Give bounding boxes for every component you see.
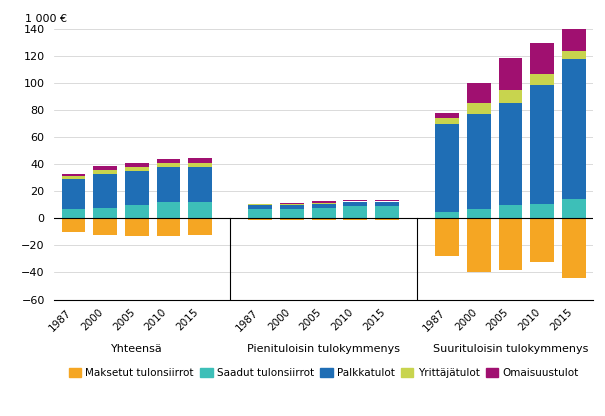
Bar (249, 203, 272, 204)
Bar (280, 209, 304, 218)
Bar (312, 203, 336, 208)
Bar (188, 218, 212, 235)
Bar (562, 59, 586, 199)
Bar (436, 113, 459, 118)
Bar (312, 208, 336, 218)
Bar (157, 159, 180, 163)
Bar (436, 118, 459, 124)
Bar (249, 205, 272, 209)
Bar (280, 203, 304, 204)
Bar (499, 218, 523, 270)
Bar (93, 218, 117, 235)
Bar (531, 42, 554, 74)
Bar (375, 202, 399, 206)
Bar (499, 104, 523, 205)
Text: Pienituloisin tulokymmenys: Pienituloisin tulokymmenys (247, 344, 400, 354)
Bar (280, 218, 304, 220)
Bar (312, 218, 336, 220)
Bar (188, 158, 212, 163)
Bar (93, 166, 117, 170)
Bar (562, 51, 586, 59)
Bar (62, 176, 85, 179)
Bar (499, 90, 523, 104)
Bar (344, 202, 367, 206)
Bar (531, 84, 554, 203)
Bar (375, 201, 399, 202)
Bar (188, 163, 212, 167)
Legend: Maksetut tulonsiirrot, Saadut tulonsiirrot, Palkkatulot, Yrittäjätulot, Omaisuus: Maksetut tulonsiirrot, Saadut tulonsiirr… (65, 364, 583, 383)
Bar (344, 218, 367, 220)
Bar (499, 205, 523, 218)
Text: Suurituloisin tulokymmenys: Suurituloisin tulokymmenys (433, 344, 588, 354)
Bar (157, 167, 180, 202)
Bar (467, 218, 491, 272)
Bar (467, 209, 491, 218)
Bar (344, 200, 367, 201)
Bar (436, 124, 459, 212)
Bar (157, 202, 180, 218)
Bar (436, 212, 459, 218)
Bar (125, 171, 149, 205)
Bar (125, 163, 149, 167)
Bar (436, 218, 459, 256)
Bar (125, 167, 149, 171)
Bar (375, 218, 399, 220)
Text: Yhteensä: Yhteensä (111, 344, 163, 354)
Bar (157, 163, 180, 167)
Bar (93, 208, 117, 218)
Bar (467, 104, 491, 114)
Bar (249, 204, 272, 205)
Bar (249, 218, 272, 220)
Bar (62, 179, 85, 209)
Bar (93, 174, 117, 208)
Bar (562, 26, 586, 51)
Bar (531, 74, 554, 84)
Bar (312, 201, 336, 203)
Bar (188, 202, 212, 218)
Bar (499, 57, 523, 90)
Bar (157, 218, 180, 236)
Bar (467, 83, 491, 104)
Bar (62, 174, 85, 176)
Bar (280, 205, 304, 209)
Bar (62, 218, 85, 232)
Bar (531, 218, 554, 262)
Bar (62, 209, 85, 218)
Bar (562, 218, 586, 278)
Bar (125, 205, 149, 218)
Bar (188, 167, 212, 202)
Bar (280, 204, 304, 205)
Bar (344, 206, 367, 218)
Bar (125, 218, 149, 236)
Bar (467, 114, 491, 209)
Bar (531, 203, 554, 218)
Bar (562, 199, 586, 218)
Bar (344, 201, 367, 202)
Bar (375, 206, 399, 218)
Bar (93, 170, 117, 174)
Bar (249, 209, 272, 218)
Bar (375, 200, 399, 201)
Text: 1 000 €: 1 000 € (25, 14, 67, 24)
